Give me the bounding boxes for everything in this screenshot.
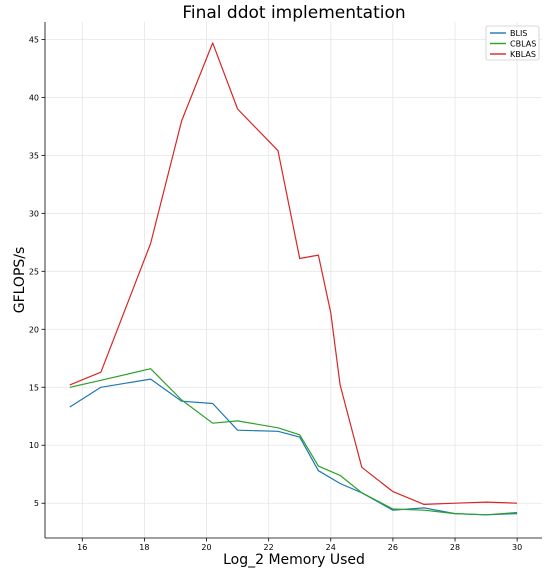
x-tick-label: 16	[77, 543, 87, 552]
chart-title: Final ddot implementation	[182, 3, 405, 23]
y-tick-label: 20	[29, 325, 39, 334]
series-line-blis	[69, 378, 518, 516]
axes	[44, 22, 542, 539]
x-tick-label: 24	[326, 543, 336, 552]
y-tick-label: 10	[29, 441, 39, 450]
x-tick-label: 20	[201, 543, 211, 552]
series-lines	[69, 42, 518, 516]
x-tick-label: 18	[139, 543, 149, 552]
x-tick-label: 28	[450, 543, 460, 552]
y-tick-label: 45	[29, 35, 39, 44]
series-line-cblas	[69, 368, 518, 516]
y-tick-label: 35	[29, 151, 39, 160]
grid	[45, 22, 542, 538]
y-tick-label: 40	[29, 93, 39, 102]
y-tick-label: 5	[34, 499, 39, 508]
legend-label-cblas: CBLAS	[510, 40, 536, 49]
x-tick-label: 22	[264, 543, 274, 552]
y-tick-label: 15	[29, 383, 39, 392]
y-tick-label: 25	[29, 267, 39, 276]
y-ticks: 5 10 15 20 25 30 35 40 45	[29, 35, 45, 508]
legend-label-blis: BLIS	[510, 29, 527, 38]
x-tick-label: 26	[388, 543, 398, 552]
y-axis-label: GFLOPS/s	[12, 247, 28, 314]
series-line-kblas	[69, 42, 518, 505]
y-tick-label: 30	[29, 209, 39, 218]
x-tick-label: 30	[512, 543, 522, 552]
x-axis-label: Log_2 Memory Used	[223, 552, 365, 568]
legend-box	[485, 25, 540, 61]
legend-label-kblas: KBLAS	[510, 50, 536, 59]
x-ticks: 16 18 20 22 24 26 28 30	[77, 538, 522, 552]
